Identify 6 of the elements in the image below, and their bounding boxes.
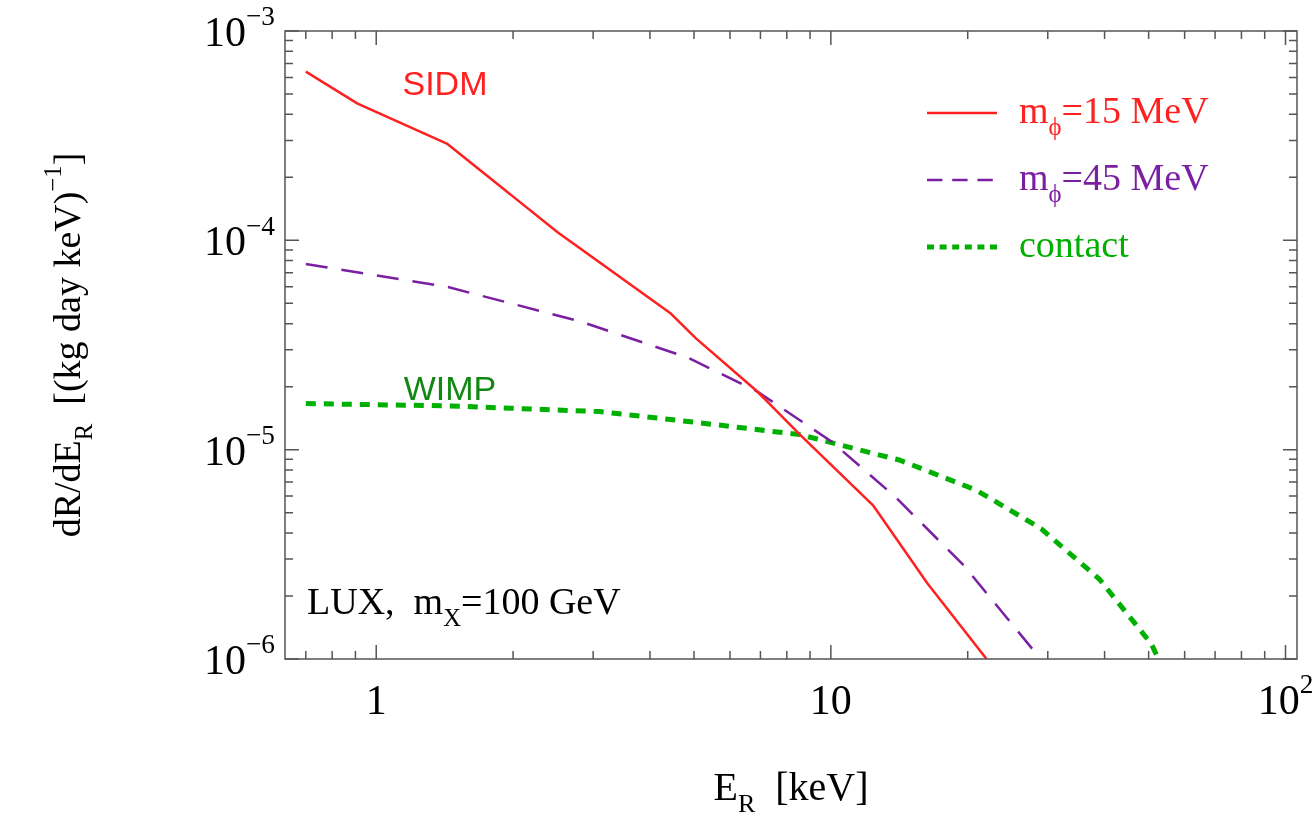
y-axis-title: dR/dER [(kg day keV)−1]	[39, 152, 97, 538]
x-tick-label: 1	[365, 677, 387, 724]
x-tick-label: 10	[809, 677, 852, 724]
legend-label: contact	[1019, 222, 1130, 265]
annotation: WIMP	[403, 369, 497, 408]
annotation: SIDM	[402, 64, 488, 103]
